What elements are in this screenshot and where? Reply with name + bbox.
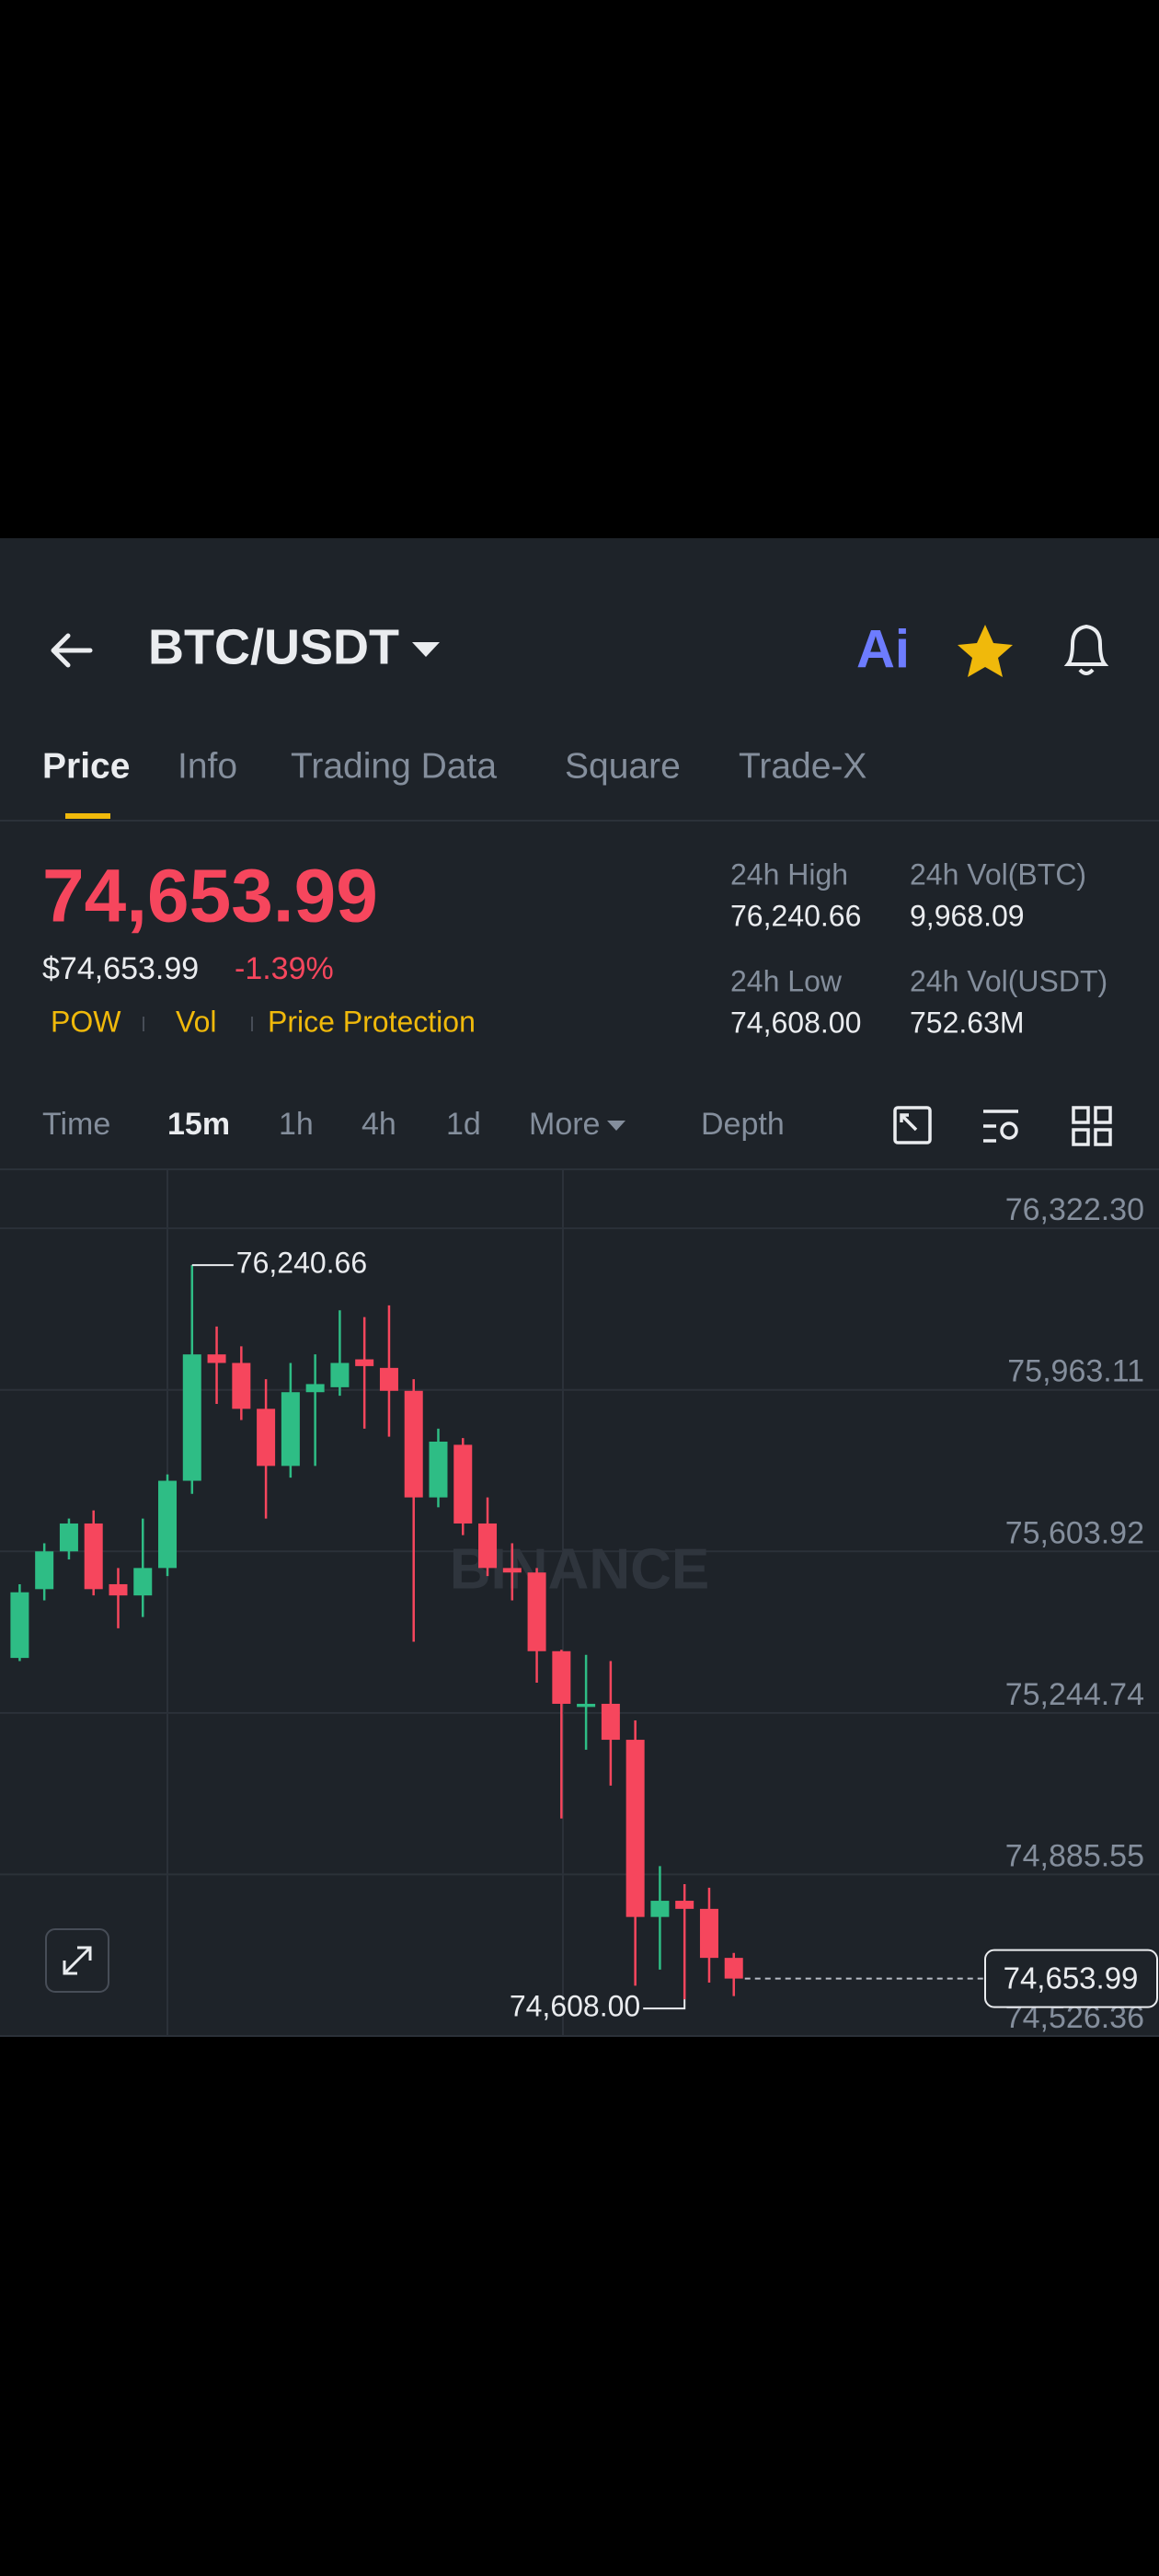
stat-value: 752.63M	[910, 1006, 1025, 1039]
candle-body	[257, 1409, 276, 1466]
candle-body	[601, 1703, 620, 1741]
more-caret[interactable]	[607, 1121, 625, 1131]
y-tick-label: 75,963.11	[1007, 1354, 1144, 1389]
stat-value: 74,608.00	[730, 1006, 861, 1039]
pair-caret[interactable]	[412, 642, 440, 657]
candle-body	[527, 1572, 546, 1651]
fullscreen-icon[interactable]	[63, 1946, 92, 1975]
low-marker-line	[643, 1999, 686, 2010]
pair-title[interactable]: BTC/USDT	[148, 619, 399, 674]
last-price-box	[984, 1949, 1158, 2008]
interval[interactable]: 15m	[167, 1107, 230, 1142]
candle-body	[577, 1703, 596, 1708]
stat-label: 24h High	[730, 857, 848, 891]
y-tick-label: 75,244.74	[1005, 1677, 1144, 1712]
y-tick-label: 76,322.30	[1005, 1192, 1144, 1227]
candle-body	[207, 1354, 226, 1363]
stat-label: 24h Vol(USDT)	[910, 964, 1107, 997]
interval[interactable]: 1d	[446, 1107, 481, 1142]
candle-body	[625, 1740, 645, 1917]
y-tick-label: 74,885.55	[1005, 1838, 1144, 1873]
chart-tools[interactable]	[893, 1106, 1112, 1146]
candle-body	[281, 1392, 300, 1466]
fullscreen-button[interactable]	[45, 1928, 109, 1993]
candle-body	[158, 1480, 178, 1569]
interval[interactable]: 1h	[279, 1107, 314, 1142]
candle-body	[109, 1583, 128, 1596]
stat-label: 24h Vol(BTC)	[910, 857, 1086, 891]
tab[interactable]: Trade-X	[739, 746, 866, 786]
candle-body	[453, 1444, 473, 1524]
candle-body	[330, 1363, 350, 1387]
candle-body	[724, 1958, 743, 1979]
candle-body	[478, 1523, 498, 1569]
stat-label: 24h Low	[730, 964, 843, 997]
interval[interactable]: More	[529, 1107, 600, 1142]
stat-value: 76,240.66	[730, 899, 861, 932]
low-marker-label: 74,608.00	[510, 1990, 640, 2023]
interval[interactable]: 4h	[361, 1107, 396, 1142]
tab[interactable]: Info	[178, 746, 237, 786]
stat-value: 9,968.09	[910, 899, 1025, 932]
candle-body	[305, 1384, 325, 1393]
candle-body	[355, 1359, 374, 1366]
tab[interactable]: Price	[42, 746, 130, 786]
tab[interactable]: Square	[565, 746, 681, 786]
interval[interactable]: Depth	[701, 1107, 785, 1142]
favorite-star[interactable]	[958, 625, 1013, 677]
candle-body	[429, 1442, 448, 1498]
alert-bell[interactable]	[1063, 624, 1109, 675]
candle-body	[182, 1354, 201, 1481]
candle-body	[232, 1363, 251, 1409]
candle-body	[699, 1908, 718, 1959]
tag[interactable]: POW	[51, 1005, 121, 1038]
last-price-label: 74,653.99	[1004, 1961, 1139, 1995]
candle-body	[84, 1523, 103, 1590]
candle-body	[379, 1367, 398, 1391]
back-button[interactable]	[51, 633, 93, 668]
tab[interactable]: Trading Data	[291, 746, 497, 786]
usd-price: $74,653.99	[42, 951, 199, 986]
candle-body	[552, 1650, 571, 1704]
tab-underline	[65, 813, 110, 819]
candle-body	[675, 1901, 694, 1909]
candle-body	[35, 1551, 54, 1590]
candle-body	[133, 1568, 153, 1596]
candle-body	[10, 1592, 29, 1659]
candle-body	[404, 1390, 423, 1498]
price-change: -1.39%	[235, 951, 334, 986]
ai-button[interactable]: Ai	[856, 619, 910, 679]
tag[interactable]: Price Protection	[268, 1005, 476, 1038]
tag[interactable]: Vol	[176, 1005, 216, 1038]
candle-body	[502, 1568, 522, 1573]
interval[interactable]: Time	[42, 1107, 110, 1142]
candle-body	[59, 1523, 78, 1552]
y-tick-label: 75,603.92	[1005, 1515, 1144, 1550]
high-marker-label: 76,240.66	[236, 1247, 367, 1280]
candle-body	[650, 1901, 670, 1917]
last-price: 74,653.99	[42, 855, 378, 938]
